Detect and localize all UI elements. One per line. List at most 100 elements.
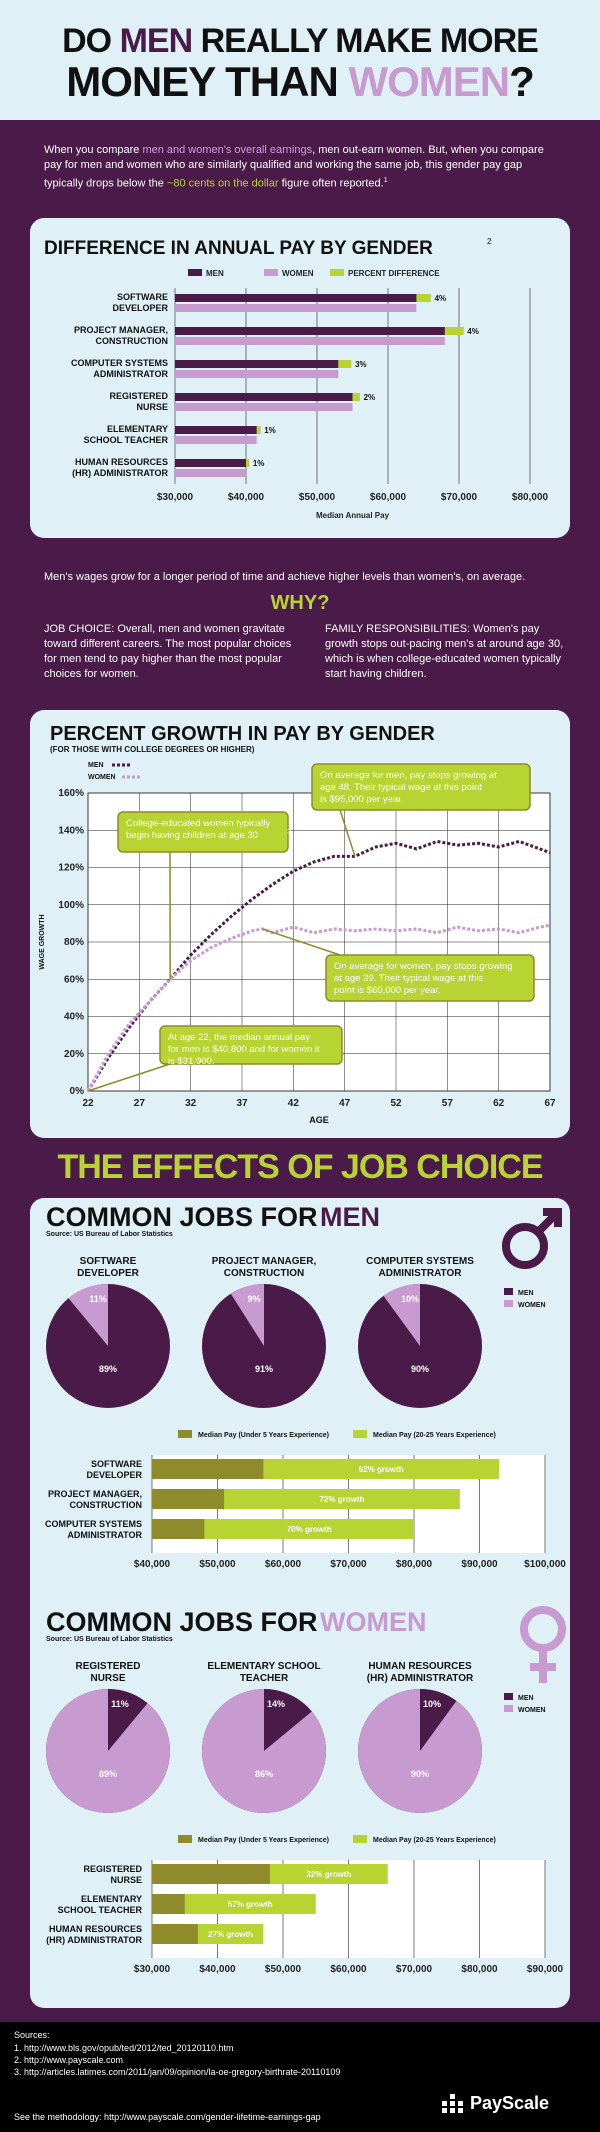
x-tick-label: $60,000 bbox=[370, 492, 407, 503]
pie-slice-men bbox=[264, 1689, 312, 1751]
bar-percent-difference bbox=[416, 294, 431, 302]
x-tick-label: $80,000 bbox=[461, 1964, 498, 1975]
percent-label: 1% bbox=[253, 459, 265, 468]
pie-value-minor: 10% bbox=[423, 1699, 441, 1709]
x-tick-label: $60,000 bbox=[265, 1559, 302, 1570]
pie-label: PROJECT MANAGER, bbox=[212, 1256, 317, 1267]
percent-label: 4% bbox=[435, 294, 447, 303]
growth-label: 70% growth bbox=[287, 1525, 332, 1534]
source-link-1[interactable]: 1. http://www.bls.gov/opub/ted/2012/ted_… bbox=[14, 2043, 234, 2053]
bar-percent-difference bbox=[256, 426, 261, 434]
x-tick-label: $70,000 bbox=[396, 1964, 433, 1975]
legend-label: Median Pay (20-25 Years Experience) bbox=[373, 1837, 496, 1844]
y-tick-label: 120% bbox=[58, 863, 84, 874]
category-label: (HR) ADMINISTRATOR bbox=[46, 1935, 142, 1945]
female-symbol-icon bbox=[520, 1606, 566, 1652]
pie-value-major: 91% bbox=[255, 1364, 273, 1374]
payscale-logo: PayScale bbox=[470, 2093, 550, 2113]
growth-label: 72% growth bbox=[319, 1495, 364, 1504]
annotation-text: On average for men, pay stops growing at bbox=[320, 770, 497, 781]
pie-label: HUMAN RESOURCES bbox=[368, 1661, 472, 1672]
pay-growth-chart: PERCENT GROWTH IN PAY BY GENDER(FOR THOS… bbox=[39, 723, 556, 1125]
source-label: Source: US Bureau of Labor Statistics bbox=[46, 1231, 173, 1238]
source-link-3[interactable]: 3. http://articles.latimes.com/2011/jan/… bbox=[14, 2067, 341, 2077]
y-axis-label: WAGE GROWTH bbox=[39, 914, 46, 969]
x-tick-label: $50,000 bbox=[199, 1559, 236, 1570]
methodology-link[interactable]: See the methodology: http://www.payscale… bbox=[14, 2112, 321, 2122]
pie-value-minor: 9% bbox=[247, 1294, 260, 1304]
headline-line-2: MONEY THAN WOMEN? bbox=[66, 58, 535, 105]
chart-title: PERCENT GROWTH IN PAY BY GENDER bbox=[50, 723, 435, 745]
source-link-2[interactable]: 2. http://www.payscale.com bbox=[14, 2055, 124, 2065]
header: DO MEN REALLY MAKE MORE MONEY THAN WOMEN… bbox=[0, 0, 600, 120]
legend-label: WOMEN bbox=[282, 269, 314, 278]
bar-percent-difference bbox=[246, 459, 249, 467]
bar-junior-pay bbox=[152, 1519, 205, 1539]
category-label: SCHOOL TEACHER bbox=[58, 1905, 143, 1915]
bar-men bbox=[175, 294, 431, 302]
x-tick-label: 22 bbox=[82, 1098, 94, 1109]
bar-women bbox=[175, 304, 417, 312]
legend-swatch bbox=[504, 1705, 513, 1712]
growth-label: 27% growth bbox=[208, 1930, 253, 1939]
why-heading: WHY? bbox=[270, 592, 330, 614]
category-label: COMPUTER SYSTEMS bbox=[45, 1519, 142, 1529]
legend-swatch bbox=[330, 269, 344, 276]
category-label: ELEMENTARY bbox=[81, 1894, 142, 1904]
category-label: SCHOOL TEACHER bbox=[84, 435, 169, 445]
category-label: REGISTERED bbox=[109, 391, 168, 401]
category-label: CONSTRUCTION bbox=[70, 1500, 143, 1510]
pie-slice-men bbox=[420, 1689, 457, 1751]
chart-title: DIFFERENCE IN ANNUAL PAY BY GENDER bbox=[44, 238, 433, 259]
category-label: SOFTWARE bbox=[117, 292, 168, 302]
x-tick-label: $90,000 bbox=[527, 1964, 564, 1975]
x-tick-label: 52 bbox=[390, 1098, 402, 1109]
series-line-men bbox=[86, 839, 551, 1092]
legend-swatch bbox=[353, 1430, 367, 1438]
x-tick-label: $70,000 bbox=[330, 1559, 367, 1570]
x-tick-label: 57 bbox=[442, 1098, 454, 1109]
annotation-text: is $95,000 per year. bbox=[320, 794, 403, 805]
pie-value-minor: 11% bbox=[111, 1699, 129, 1709]
x-tick-label: 37 bbox=[236, 1098, 248, 1109]
legend-swatch bbox=[264, 269, 278, 276]
category-label: NURSE bbox=[136, 402, 168, 412]
payscale-logo-icon bbox=[442, 2094, 463, 2113]
legend-swatch bbox=[188, 269, 202, 276]
y-tick-label: 60% bbox=[64, 974, 84, 985]
section-title: COMMON JOBS FOR bbox=[46, 1202, 318, 1232]
legend-label: Median Pay (Under 5 Years Experience) bbox=[198, 1837, 329, 1844]
bar-senior-pay bbox=[152, 1489, 460, 1509]
percent-label: 4% bbox=[467, 327, 479, 336]
series-line-women bbox=[86, 923, 551, 1092]
pie-label: COMPUTER SYSTEMS bbox=[366, 1256, 474, 1267]
bar-junior-pay bbox=[152, 1894, 185, 1914]
x-tick-label: $40,000 bbox=[199, 1964, 236, 1975]
pie-value-minor: 10% bbox=[401, 1294, 419, 1304]
annotation-pointer bbox=[339, 809, 356, 857]
percent-label: 3% bbox=[355, 360, 367, 369]
annotation-box bbox=[311, 763, 531, 811]
x-tick-label: $80,000 bbox=[396, 1559, 433, 1570]
source-label: Source: US Bureau of Labor Statistics bbox=[46, 1636, 173, 1643]
x-tick-label: 47 bbox=[339, 1098, 351, 1109]
annotation-text: On average for women, pay stops growing bbox=[334, 961, 512, 972]
x-tick-label: $100,000 bbox=[524, 1559, 566, 1570]
x-axis-label: AGE bbox=[309, 1115, 329, 1125]
annotation-box bbox=[159, 1025, 343, 1065]
y-tick-label: 80% bbox=[64, 937, 84, 948]
headline-line-1: DO MEN REALLY MAKE MORE bbox=[62, 22, 539, 60]
legend-label: WOMEN bbox=[518, 1707, 546, 1714]
pie-label: ELEMENTARY SCHOOL bbox=[207, 1661, 320, 1672]
bar-junior-pay bbox=[152, 1864, 270, 1884]
category-label: SOFTWARE bbox=[91, 1459, 142, 1469]
legend-label: Median Pay (20-25 Years Experience) bbox=[373, 1432, 496, 1439]
legend-label: WOMEN bbox=[88, 774, 116, 781]
annotation-text: begin having children at age 30 bbox=[126, 830, 258, 841]
annotation-text: At age 22, the median annual pay bbox=[168, 1032, 310, 1043]
pie-value-minor: 14% bbox=[267, 1699, 285, 1709]
x-tick-label: $70,000 bbox=[441, 492, 478, 503]
pie-label: (HR) ADMINISTRATOR bbox=[367, 1673, 474, 1684]
pay-difference-chart: DIFFERENCE IN ANNUAL PAY BY GENDER 2 MEN WO… bbox=[44, 237, 549, 520]
pie-value-major: 90% bbox=[411, 1769, 429, 1779]
